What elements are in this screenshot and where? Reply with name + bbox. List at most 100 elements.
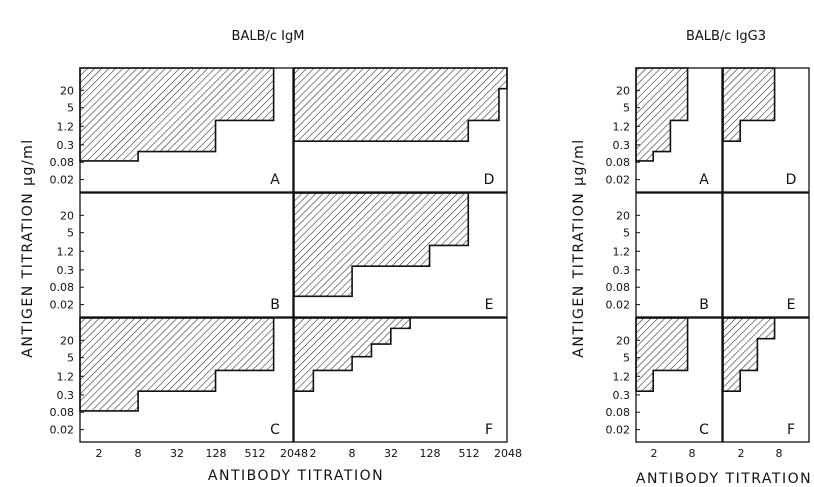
panel-frame xyxy=(722,317,810,443)
y-tick-label: 5 xyxy=(623,227,630,240)
panel-a: A 20 5 1.2 0.3 0.08 0.02 xyxy=(50,67,294,193)
x-tick-label: 2 xyxy=(96,447,103,460)
y-tick-label: 5 xyxy=(623,352,630,365)
y-tick-label: 0.08 xyxy=(606,156,631,169)
panel-frame xyxy=(293,67,508,193)
panel-label: F xyxy=(485,422,493,438)
y-tick-label: 0.02 xyxy=(50,424,75,437)
x-tick-label: 2 xyxy=(738,447,745,460)
x-tick-label: 32 xyxy=(384,447,398,460)
y-tick-label: 0.3 xyxy=(57,264,75,277)
panel-label: A xyxy=(699,172,709,188)
y-tick-label: 20 xyxy=(60,84,74,97)
x-tick-label: 8 xyxy=(689,447,696,460)
y-tick-label: 0.08 xyxy=(50,156,75,169)
x-tick-label: 2048 xyxy=(280,447,308,460)
chart-title: BALB/c IgM xyxy=(232,29,305,44)
panel-frame xyxy=(79,317,294,443)
panel-label: E xyxy=(485,297,494,313)
y-tick-label: 20 xyxy=(616,334,630,347)
y-tick-label: 0.08 xyxy=(606,281,631,294)
y-tick-label: 0.08 xyxy=(50,281,75,294)
y-tick-label: 0.3 xyxy=(613,389,631,402)
response-area xyxy=(293,192,470,298)
panel-f: F xyxy=(722,317,810,443)
response-area xyxy=(293,317,411,392)
panel-b: B 20 5 1.2 0.3 0.08 0.02 xyxy=(50,192,294,318)
panel-frame xyxy=(722,67,810,193)
panel-label: A xyxy=(270,172,280,188)
y-axis-label: ANTIGEN TITRATION μg/ml xyxy=(571,138,587,357)
x-tick-label: 512 xyxy=(245,447,266,460)
response-area xyxy=(635,67,689,162)
panel-c: C 20 5 1.2 0.3 0.08 0.02 xyxy=(50,317,294,443)
y-tick-label: 0.3 xyxy=(57,389,75,402)
panel-label: E xyxy=(787,297,796,313)
x-tick-label: 8 xyxy=(776,447,783,460)
x-tick-label: 8 xyxy=(135,447,142,460)
panel-c: C 20 5 1.2 0.3 0.08 0.02 xyxy=(606,317,723,443)
panel-frame xyxy=(635,317,723,443)
panel-e: E xyxy=(293,192,508,318)
response-area xyxy=(79,317,275,412)
panel-label: C xyxy=(270,422,280,438)
panel-label: D xyxy=(484,172,495,188)
panel-label: D xyxy=(786,172,797,188)
panel-frame xyxy=(635,192,723,318)
panel-label: B xyxy=(699,297,709,313)
response-area xyxy=(722,67,776,142)
y-tick-label: 0.08 xyxy=(606,406,631,419)
y-tick-label: 20 xyxy=(616,209,630,222)
response-area xyxy=(293,67,508,142)
y-tick-label: 0.08 xyxy=(50,406,75,419)
panel-b: B 20 5 1.2 0.3 0.08 0.02 xyxy=(606,192,723,318)
y-tick-label: 20 xyxy=(60,209,74,222)
y-tick-label: 1.2 xyxy=(57,245,75,258)
panel-frame xyxy=(79,192,294,318)
panel-a: A 20 5 1.2 0.3 0.08 0.02 xyxy=(606,67,723,193)
y-tick-label: 20 xyxy=(60,334,74,347)
panel-frame xyxy=(293,192,508,318)
chart-2: BALB/c IgG3 A 20 5 1.2 0.3 0.08 0.02 D B 20 5 1.2 0.3… xyxy=(571,29,812,487)
x-tick-label: 2048 xyxy=(494,447,522,460)
panel-d: D xyxy=(722,67,810,193)
y-tick-label: 0.3 xyxy=(613,139,631,152)
response-area xyxy=(635,317,689,392)
panel-frame xyxy=(293,317,508,443)
y-tick-label: 0.02 xyxy=(606,174,631,187)
panel-label: B xyxy=(270,297,280,313)
x-axis-label: ANTIBODY TITRATION xyxy=(636,471,812,487)
panel-f: F xyxy=(293,317,508,443)
y-tick-label: 1.2 xyxy=(613,370,631,383)
y-tick-label: 0.02 xyxy=(50,174,75,187)
x-tick-label: 2 xyxy=(651,447,658,460)
x-tick-label: 512 xyxy=(459,447,480,460)
response-area xyxy=(722,317,776,392)
x-axis-label: ANTIBODY TITRATION xyxy=(208,468,384,484)
y-tick-label: 0.3 xyxy=(613,264,631,277)
y-tick-label: 0.02 xyxy=(606,424,631,437)
x-tick-label: 2 xyxy=(310,447,317,460)
panel-frame xyxy=(722,192,810,318)
y-tick-label: 5 xyxy=(67,102,74,115)
response-area xyxy=(79,67,275,162)
panel-label: F xyxy=(787,422,795,438)
y-tick-label: 0.02 xyxy=(50,299,75,312)
x-tick-label: 128 xyxy=(420,447,441,460)
x-tick-label: 128 xyxy=(206,447,227,460)
y-axis-label: ANTIGEN TITRATION μg/ml xyxy=(20,138,36,357)
panel-label: C xyxy=(699,422,709,438)
y-tick-label: 1.2 xyxy=(57,370,75,383)
y-tick-label: 20 xyxy=(616,84,630,97)
y-tick-label: 1.2 xyxy=(613,120,631,133)
chart-1: BALB/c IgM A 20 5 1.2 0.3 0.08 0.02 D B 20 5 1.2 0.3 0… xyxy=(20,29,522,484)
y-tick-label: 0.3 xyxy=(57,139,75,152)
y-tick-label: 5 xyxy=(623,102,630,115)
x-tick-label: 32 xyxy=(170,447,184,460)
x-tick-label: 8 xyxy=(349,447,356,460)
panel-frame xyxy=(635,67,723,193)
y-tick-label: 1.2 xyxy=(57,120,75,133)
chart-root: BALB/c IgM A 20 5 1.2 0.3 0.08 0.02 D B 20 5 1.2 0.3 0… xyxy=(20,29,812,487)
y-tick-label: 5 xyxy=(67,352,74,365)
